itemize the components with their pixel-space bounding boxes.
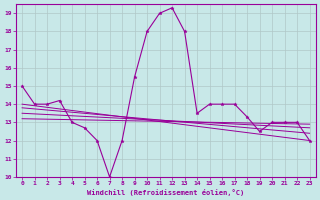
X-axis label: Windchill (Refroidissement éolien,°C): Windchill (Refroidissement éolien,°C) (87, 189, 244, 196)
